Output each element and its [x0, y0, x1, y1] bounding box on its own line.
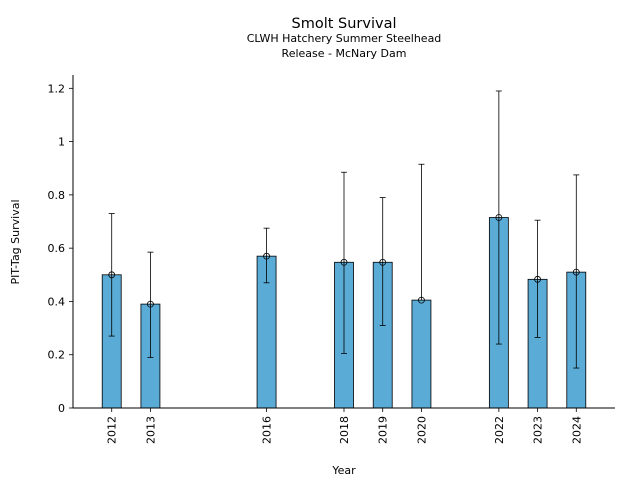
- marker-2020: [418, 296, 425, 304]
- chart-subtitle-line-1: CLWH Hatchery Summer Steelhead: [247, 32, 442, 45]
- markers-group: [108, 214, 580, 308]
- marker-2022: [495, 214, 503, 221]
- bar-2020: [411, 299, 432, 409]
- y-tick-label-1: 0.2: [48, 349, 66, 362]
- x-tick-label-2012: 2012: [106, 416, 119, 444]
- marker-2013: [147, 300, 154, 308]
- x-tick-label-2018: 2018: [338, 416, 351, 444]
- y-tick-label-4: 0.8: [48, 189, 66, 202]
- x-tick-label-2013: 2013: [144, 416, 157, 444]
- x-ticks-group: 2012 2013 2016 2018 2019 2020 2022 2023 2024: [106, 408, 583, 444]
- x-tick-label-2016: 2016: [261, 416, 274, 444]
- x-tick-label-2019: 2019: [377, 416, 390, 444]
- chart-subtitle-line-2: Release - McNary Dam: [282, 47, 407, 60]
- marker-2012: [108, 271, 116, 279]
- y-ticks-group: 0 0.2 0.4 0.6 0.8 1 1.2: [48, 82, 73, 415]
- y-tick-label-5: 1: [58, 136, 65, 149]
- marker-2023: [534, 275, 541, 283]
- x-tick-label-2020: 2020: [415, 416, 428, 444]
- marker-2016: [263, 252, 270, 260]
- marker-2024: [572, 268, 580, 276]
- marker-2019: [379, 258, 387, 266]
- y-tick-label-2: 0.4: [48, 295, 66, 308]
- y-tick-label-6: 1.2: [48, 82, 66, 95]
- x-tick-label-2023: 2023: [532, 416, 545, 444]
- chart-title: Smolt Survival: [292, 16, 397, 32]
- y-axis-label: PIT-Tag Survival: [9, 199, 22, 284]
- y-tick-label-0: 0: [58, 402, 65, 415]
- y-tick-label-3: 0.6: [48, 242, 66, 255]
- x-tick-label-2024: 2024: [570, 416, 583, 444]
- error-bars-group: [108, 90, 580, 369]
- marker-2018: [340, 258, 348, 266]
- x-tick-label-2022: 2022: [493, 416, 506, 444]
- x-axis-label: Year: [331, 464, 356, 477]
